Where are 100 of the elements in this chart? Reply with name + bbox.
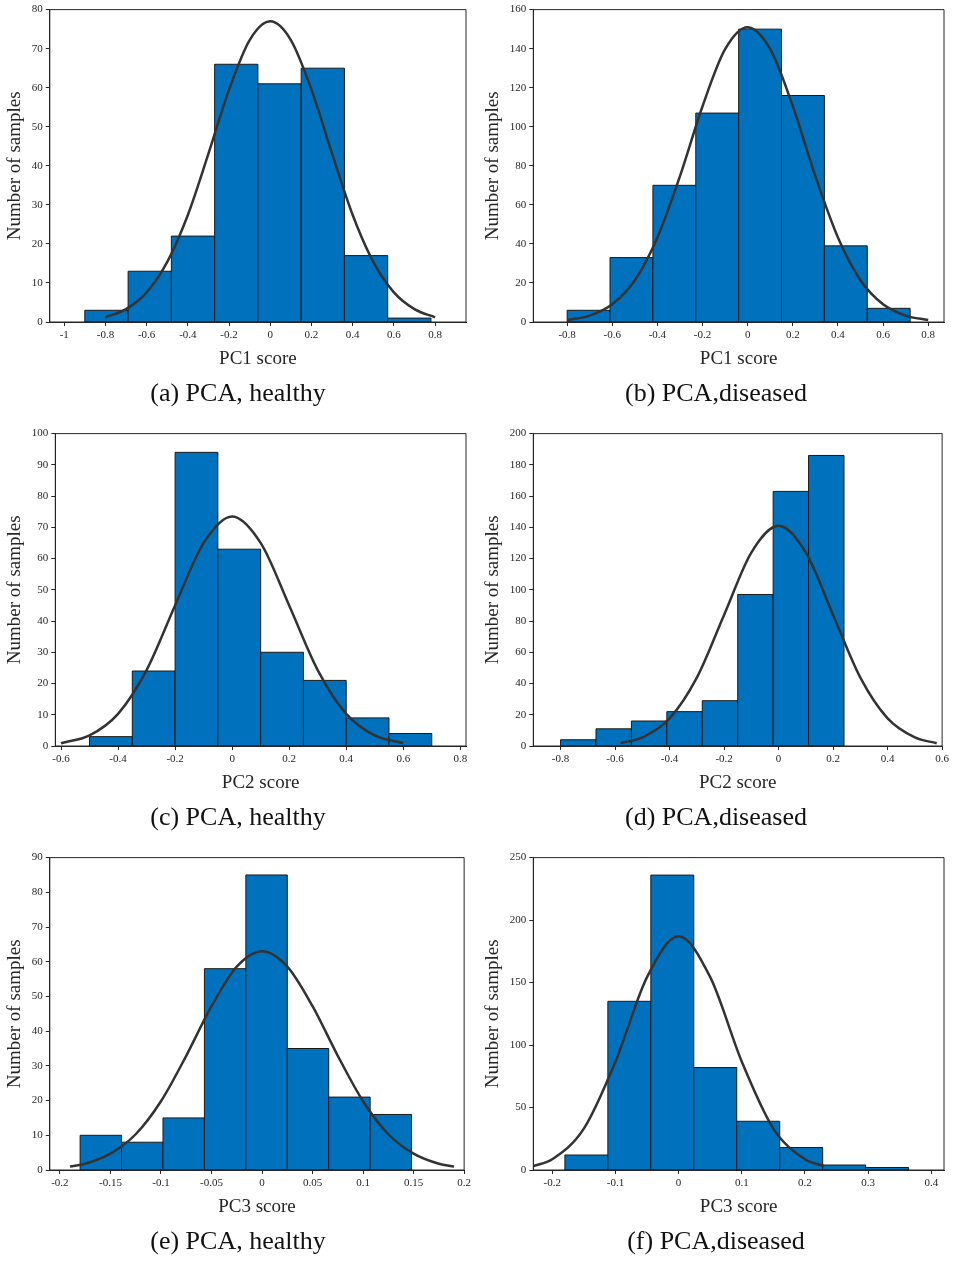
y-tick-label: 20 xyxy=(37,676,49,689)
y-tick-label: 0 xyxy=(37,314,44,327)
x-tick-label: -0.15 xyxy=(98,1176,123,1189)
x-tick-label: 0.2 xyxy=(282,752,297,765)
y-tick-label: 120 xyxy=(509,551,527,564)
y-tick-label: 160 xyxy=(509,2,527,15)
y-tick-label: 200 xyxy=(509,912,527,925)
y-tick-label: 200 xyxy=(509,426,527,439)
y-tick-label: 40 xyxy=(515,236,527,249)
y-tick-label: 60 xyxy=(31,80,44,93)
x-tick-label: 0.15 xyxy=(403,1176,424,1189)
y-tick-label: 40 xyxy=(37,613,49,626)
y-tick-label: 60 xyxy=(515,645,527,658)
y-tick-label: 150 xyxy=(509,975,527,988)
x-tick-label: -0.6 xyxy=(606,752,625,765)
y-tick-label: 90 xyxy=(37,457,49,470)
y-axis-title: Number of samples xyxy=(481,939,503,1089)
x-tick-label: 0.1 xyxy=(356,1176,370,1189)
line-series xyxy=(565,25,930,322)
y-tick-label: 60 xyxy=(31,954,44,967)
line-series xyxy=(59,515,405,745)
x-tick-label: 0.3 xyxy=(861,1176,876,1189)
x-tick-label: 0.4 xyxy=(924,1176,939,1189)
x-tick-label: -1 xyxy=(59,328,69,341)
x-tick-label: -0.4 xyxy=(648,328,667,341)
x-tick-label: -0.2 xyxy=(715,752,733,765)
x-tick-label: 0.4 xyxy=(345,328,361,341)
x-tick-label: 0.4 xyxy=(339,752,354,765)
x-tick-label: -0.6 xyxy=(603,328,622,341)
y-tick-label: 0 xyxy=(42,738,49,751)
x-axis-title: PC3 score xyxy=(218,1194,296,1216)
y-tick-label: 60 xyxy=(515,197,527,210)
x-tick-label: -0.2 xyxy=(51,1176,69,1189)
x-tick-label: 0.2 xyxy=(304,328,319,341)
x-axis-title: PC2 score xyxy=(221,770,300,792)
y-tick-label: 0 xyxy=(520,1162,527,1175)
y-tick-label: 100 xyxy=(509,582,527,595)
x-tick-label: 0.8 xyxy=(453,752,468,765)
x-tick-label: 0.1 xyxy=(734,1176,749,1189)
y-tick-label: 30 xyxy=(31,1058,44,1071)
x-tick-label: 0.2 xyxy=(798,1176,812,1189)
x-tick-label: 0 xyxy=(229,752,236,765)
x-tick-label: -0.2 xyxy=(543,1176,561,1189)
y-tick-label: 30 xyxy=(31,197,44,210)
y-tick-label: 100 xyxy=(509,1037,527,1050)
x-tick-label: -0.2 xyxy=(166,752,184,765)
y-tick-label: 40 xyxy=(31,1024,44,1037)
x-tick-label: 0.05 xyxy=(302,1176,323,1189)
x-tick-label: 0 xyxy=(744,328,751,341)
x-tick-label: -0.1 xyxy=(606,1176,625,1189)
x-tick-label: 0.6 xyxy=(935,752,950,765)
x-tick-label: -0.4 xyxy=(660,752,679,765)
y-axis-title: Number of samples xyxy=(481,515,503,665)
y-tick-label: 30 xyxy=(37,645,49,658)
y-tick-label: 20 xyxy=(31,236,44,249)
y-tick-label: 50 xyxy=(515,1100,527,1113)
text: (f) PCA,diseased xyxy=(627,1226,805,1256)
y-tick-label: 80 xyxy=(31,885,44,898)
x-tick-label: 0.2 xyxy=(785,328,800,341)
y-tick-label: 180 xyxy=(509,457,527,470)
y-tick-label: 70 xyxy=(31,41,44,54)
text: (d) PCA,diseased xyxy=(625,802,807,832)
x-tick-label: -0.4 xyxy=(109,752,128,765)
y-tick-label: 50 xyxy=(31,119,44,132)
y-tick-label: 80 xyxy=(31,2,44,15)
y-tick-label: 0 xyxy=(520,738,527,751)
x-tick-label: 0.6 xyxy=(387,328,402,341)
x-tick-label: -0.05 xyxy=(200,1176,224,1189)
y-tick-label: 160 xyxy=(509,488,527,501)
x-axis-title: PC1 score xyxy=(219,346,297,368)
x-tick-label: 0.4 xyxy=(880,752,895,765)
line-series xyxy=(68,950,456,1168)
y-axis-title: Number of samples xyxy=(3,939,25,1089)
x-tick-label: 0 xyxy=(675,1176,682,1189)
y-tick-label: 0 xyxy=(520,314,527,327)
x-tick-label: -0.2 xyxy=(220,328,238,341)
x-tick-label: -0.1 xyxy=(152,1176,170,1189)
y-tick-label: 250 xyxy=(509,850,527,863)
y-tick-label: 20 xyxy=(515,275,527,288)
y-axis-title: Number of samples xyxy=(3,515,25,665)
text: (b) PCA,diseased xyxy=(625,378,807,408)
y-tick-label: 80 xyxy=(515,613,527,626)
text: (e) PCA, healthy xyxy=(150,1226,326,1256)
y-axis-title: Number of samples xyxy=(481,91,503,241)
x-tick-label: 0.6 xyxy=(396,752,411,765)
x-tick-label: -0.8 xyxy=(551,752,570,765)
y-tick-label: 20 xyxy=(31,1093,44,1106)
x-axis-title: PC3 score xyxy=(699,1194,778,1216)
y-tick-label: 90 xyxy=(31,850,44,863)
y-tick-label: 60 xyxy=(37,551,49,564)
y-axis-title: Number of samples xyxy=(3,91,25,241)
x-tick-label: 0 xyxy=(775,752,782,765)
x-tick-label: 0 xyxy=(259,1176,266,1189)
y-tick-label: 70 xyxy=(31,919,44,932)
x-tick-label: 0.2 xyxy=(826,752,840,765)
y-tick-label: 80 xyxy=(515,158,527,171)
x-tick-label: -0.2 xyxy=(693,328,712,341)
y-tick-label: 70 xyxy=(37,520,49,533)
x-tick-label: -0.6 xyxy=(52,752,71,765)
x-axis-title: PC1 score xyxy=(699,346,778,368)
